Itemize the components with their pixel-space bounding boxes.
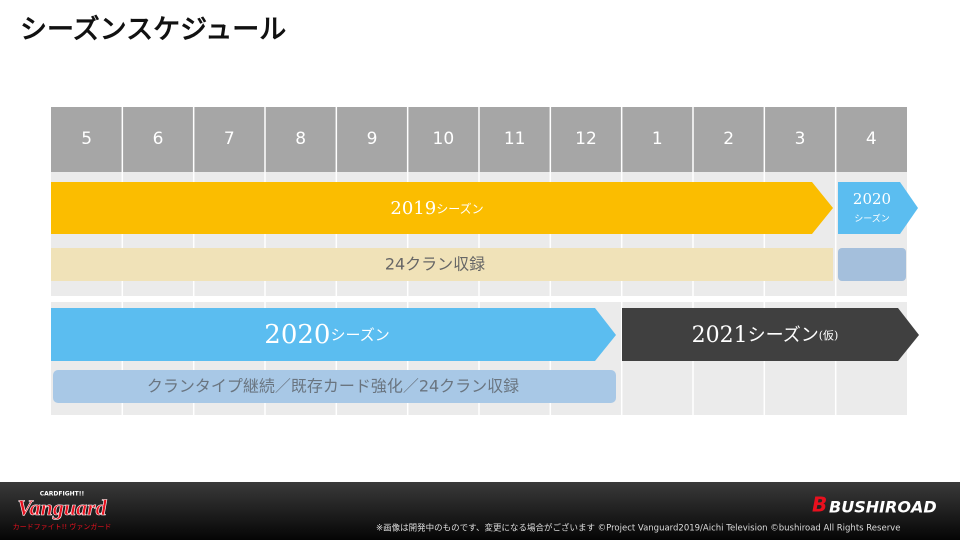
month-cell [479,107,551,172]
month-label: 6 [153,129,164,149]
month-label: 2 [723,129,734,149]
title: シーズンスケジュール [20,14,286,46]
month-cell [550,107,622,172]
month-label: 3 [795,129,806,149]
bar [838,248,906,281]
month-label: 9 [367,129,378,149]
label: クランタイプ継続／既存カード強化／24クラン収録 [147,377,519,396]
month-cell [51,107,123,172]
columns: 5 6 7 8 9 10 11 12 1 2 3 4 [51,107,907,415]
label: 2020シーズン [264,320,389,350]
arrow-2020-small [838,182,918,234]
month-label: 11 [504,129,526,149]
month-label: 10 [433,129,455,149]
arrow-2021 [622,308,919,361]
month-label: 1 [652,129,663,149]
month-label: 4 [866,129,877,149]
bar [51,248,833,281]
month-cell [835,107,907,172]
label: 2019シーズン [390,198,483,219]
month-label: 7 [224,129,235,149]
month-label: 5 [81,129,92,149]
footer [0,482,960,540]
label: 2020 [853,190,891,208]
label: 24クラン収録 [385,255,485,274]
bar [53,370,616,403]
month-cell [621,107,693,172]
month-cell [265,107,337,172]
logo-sub: カードファイト!! ヴァンガード [13,522,112,531]
month-label: 12 [575,129,597,149]
arrow-2019 [51,182,833,234]
brand: BUSHIROAD [829,498,937,517]
label: シーズン [854,213,890,225]
month-label: 8 [295,129,306,149]
brand-mark: B [812,493,827,517]
notice: ※画像は開発中のものです、変更になる場合がございます ©Project Vang… [376,523,900,534]
month-cell [193,107,265,172]
month-cell [122,107,194,172]
label: 2021シーズン(仮) [692,323,839,348]
logo-top: CARDFIGHT!! [40,491,85,498]
month-cell [764,107,836,172]
month-cell [336,107,408,172]
month-cell [693,107,765,172]
arrow-2020 [51,308,616,361]
logo: Vanguard [17,495,107,520]
month-cell [407,107,479,172]
